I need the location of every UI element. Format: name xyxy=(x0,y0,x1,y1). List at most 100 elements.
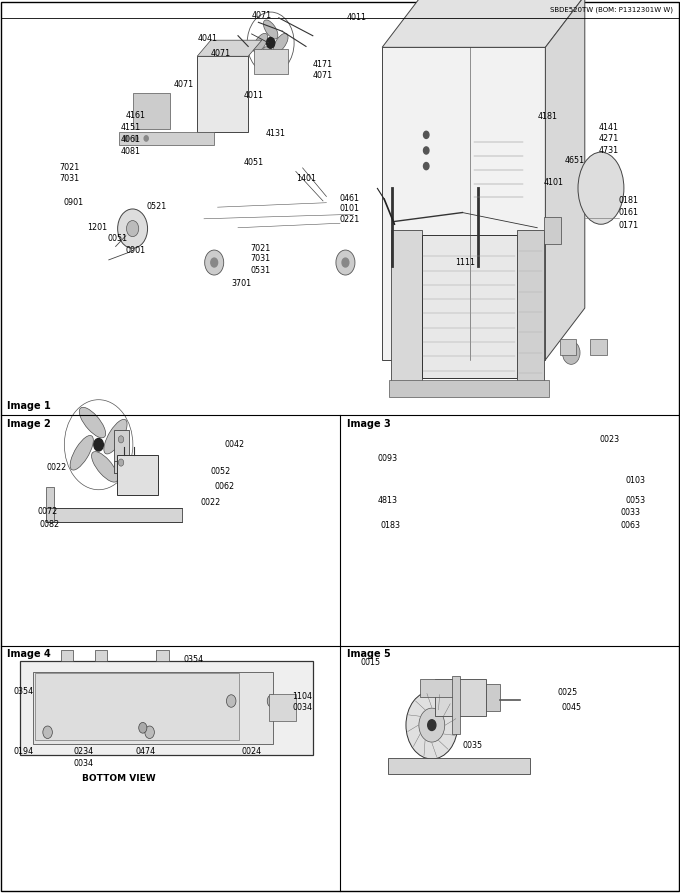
Text: 4181: 4181 xyxy=(537,112,557,121)
Bar xyxy=(197,56,248,132)
Text: 0033: 0033 xyxy=(620,508,640,517)
Bar xyxy=(33,672,273,744)
Text: 0023: 0023 xyxy=(600,435,620,444)
Bar xyxy=(388,758,530,774)
Circle shape xyxy=(124,136,128,141)
Text: 4813: 4813 xyxy=(377,496,397,505)
Text: 0063: 0063 xyxy=(620,521,640,530)
Circle shape xyxy=(424,147,429,154)
Bar xyxy=(486,684,500,711)
Text: Image 1: Image 1 xyxy=(7,401,50,411)
Circle shape xyxy=(205,250,224,275)
Circle shape xyxy=(94,438,103,451)
Bar xyxy=(269,694,296,721)
Text: 0901: 0901 xyxy=(63,198,84,207)
Text: 0101: 0101 xyxy=(340,204,360,213)
Bar xyxy=(422,235,517,378)
Polygon shape xyxy=(382,0,585,47)
Text: 4071: 4071 xyxy=(252,11,272,20)
Text: 3701: 3701 xyxy=(231,279,252,288)
Bar xyxy=(117,455,158,495)
Bar xyxy=(133,93,170,129)
Bar xyxy=(61,650,73,661)
Text: SBDE520TW (BOM: P1312301W W): SBDE520TW (BOM: P1312301W W) xyxy=(550,6,673,13)
Text: 0042: 0042 xyxy=(224,440,245,449)
Text: 4731: 4731 xyxy=(598,146,619,154)
Text: 0194: 0194 xyxy=(14,747,34,756)
Text: BOTTOM VIEW: BOTTOM VIEW xyxy=(82,774,155,783)
Text: 0354: 0354 xyxy=(14,687,34,696)
Bar xyxy=(544,217,561,244)
Bar xyxy=(452,676,460,734)
Text: 0093: 0093 xyxy=(377,454,398,463)
Bar xyxy=(119,132,214,145)
Circle shape xyxy=(428,720,436,730)
Circle shape xyxy=(516,341,534,364)
Polygon shape xyxy=(197,40,262,56)
Circle shape xyxy=(144,136,148,141)
Text: Image 2: Image 2 xyxy=(7,419,50,429)
Bar xyxy=(382,47,545,360)
Bar xyxy=(435,679,486,716)
Text: 7021: 7021 xyxy=(250,244,271,253)
Text: 0082: 0082 xyxy=(39,520,60,529)
Text: 0181: 0181 xyxy=(619,196,639,205)
Text: 0045: 0045 xyxy=(561,703,581,712)
Bar xyxy=(590,339,607,355)
Text: 4041: 4041 xyxy=(197,34,217,43)
Text: 0053: 0053 xyxy=(626,496,646,505)
Text: 4071: 4071 xyxy=(173,80,194,89)
Bar xyxy=(517,230,544,382)
Bar xyxy=(156,650,169,661)
Bar xyxy=(560,339,576,355)
Text: 0161: 0161 xyxy=(619,208,639,217)
Bar xyxy=(114,461,155,473)
Bar xyxy=(420,679,457,697)
Circle shape xyxy=(394,341,411,364)
Ellipse shape xyxy=(578,152,624,224)
Ellipse shape xyxy=(80,407,105,438)
Text: 0901: 0901 xyxy=(126,246,146,255)
Bar xyxy=(254,49,288,74)
Bar xyxy=(95,650,107,661)
Text: 0531: 0531 xyxy=(250,266,271,275)
Ellipse shape xyxy=(253,33,268,53)
Text: 0024: 0024 xyxy=(241,747,262,756)
Text: 7031: 7031 xyxy=(60,174,80,183)
Text: 0461: 0461 xyxy=(340,194,360,203)
Circle shape xyxy=(126,221,139,237)
Ellipse shape xyxy=(70,436,93,470)
Text: 0034: 0034 xyxy=(292,703,312,712)
Circle shape xyxy=(419,708,445,742)
Circle shape xyxy=(342,258,349,267)
Text: 1104: 1104 xyxy=(292,692,312,701)
Text: 0183: 0183 xyxy=(381,521,401,530)
Text: 4171: 4171 xyxy=(313,60,333,69)
Ellipse shape xyxy=(273,33,288,53)
Bar xyxy=(20,661,313,755)
Text: 0051: 0051 xyxy=(107,234,128,243)
Circle shape xyxy=(267,695,277,707)
Text: 0521: 0521 xyxy=(146,202,167,211)
Bar xyxy=(114,430,129,473)
Text: 0025: 0025 xyxy=(558,688,578,697)
Text: 4061: 4061 xyxy=(121,135,141,144)
Text: Image 3: Image 3 xyxy=(347,419,390,429)
Text: 0022: 0022 xyxy=(46,463,67,472)
Text: 0221: 0221 xyxy=(340,215,360,224)
Ellipse shape xyxy=(263,20,278,39)
Circle shape xyxy=(336,250,355,275)
Bar xyxy=(46,487,54,522)
Ellipse shape xyxy=(104,420,127,454)
Circle shape xyxy=(226,695,236,707)
Circle shape xyxy=(139,722,147,733)
Text: 0171: 0171 xyxy=(619,221,639,230)
Circle shape xyxy=(494,269,512,292)
Text: 0022: 0022 xyxy=(201,498,221,507)
Text: 7021: 7021 xyxy=(60,163,80,172)
Text: 4151: 4151 xyxy=(121,123,141,132)
Circle shape xyxy=(145,726,154,739)
Text: 1111: 1111 xyxy=(456,258,475,267)
Circle shape xyxy=(562,341,580,364)
Text: 4161: 4161 xyxy=(126,111,146,120)
